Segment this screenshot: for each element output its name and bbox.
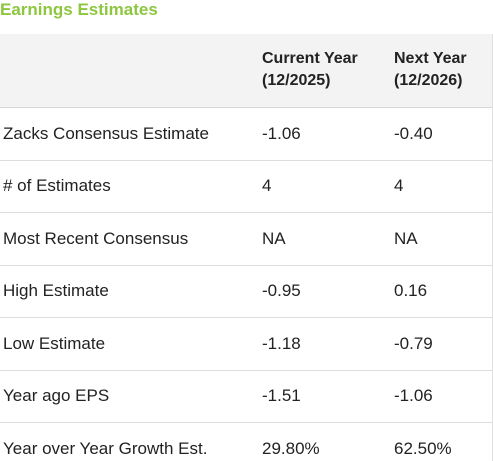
header-current-year-period: (12/2025) xyxy=(262,71,331,89)
next-year-value: -1.06 xyxy=(394,386,433,406)
table-row: Low Estimate -1.18 -0.79 xyxy=(0,318,492,371)
row-label: Most Recent Consensus xyxy=(3,228,189,248)
header-next-year-period: (12/2026) xyxy=(394,71,463,89)
table-row: Most Recent Consensus NA NA xyxy=(0,213,492,266)
next-year-value: 0.16 xyxy=(394,281,428,301)
current-year-value: -1.06 xyxy=(262,123,301,143)
next-year-value: 4 xyxy=(394,176,404,196)
estimates-table: Current Year (12/2025) Next Year (12/202… xyxy=(0,34,493,461)
table-row: Year over Year Growth Est. 29.80% 62.50% xyxy=(0,423,492,461)
next-year-value: NA xyxy=(394,228,418,248)
table-header-row: Current Year (12/2025) Next Year (12/202… xyxy=(0,34,492,108)
table-row: High Estimate -0.95 0.16 xyxy=(0,266,492,318)
header-current-year-label: Current Year xyxy=(262,49,358,67)
current-year-value: -1.51 xyxy=(262,386,301,406)
row-label: Year ago EPS xyxy=(3,386,110,406)
table-row: Zacks Consensus Estimate -1.06 -0.40 xyxy=(0,108,492,161)
current-year-value: 4 xyxy=(262,176,272,196)
next-year-value: 62.50% xyxy=(394,439,452,459)
header-next-year-label: Next Year xyxy=(394,49,467,67)
section-title: Earnings Estimates xyxy=(0,0,158,19)
row-label: # of Estimates xyxy=(3,176,111,196)
row-label: High Estimate xyxy=(3,281,109,301)
next-year-value: -0.40 xyxy=(394,123,433,143)
current-year-value: -0.95 xyxy=(262,281,301,301)
row-label: Zacks Consensus Estimate xyxy=(3,123,209,143)
current-year-value: NA xyxy=(262,228,286,248)
header-empty-cell xyxy=(0,34,259,107)
table-row: Year ago EPS -1.51 -1.06 xyxy=(0,371,492,423)
table-row: # of Estimates 4 4 xyxy=(0,161,492,213)
next-year-value: -0.79 xyxy=(394,333,433,353)
row-label: Year over Year Growth Est. xyxy=(3,439,208,459)
header-next-year: Next Year (12/2026) xyxy=(391,34,492,107)
header-current-year: Current Year (12/2025) xyxy=(259,34,391,107)
row-label: Low Estimate xyxy=(3,333,106,353)
current-year-value: -1.18 xyxy=(262,333,301,353)
current-year-value: 29.80% xyxy=(262,439,320,459)
